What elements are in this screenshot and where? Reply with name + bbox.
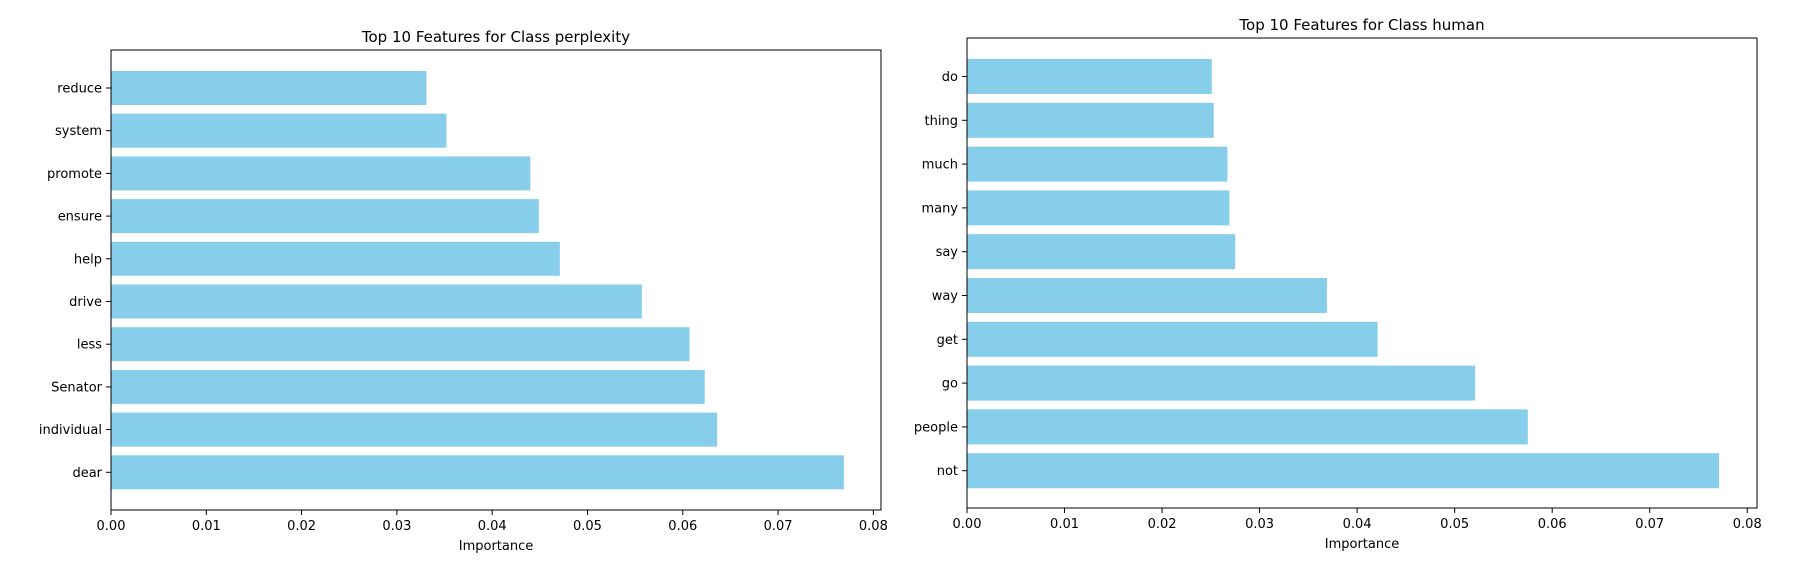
y-tick-label: promote bbox=[47, 167, 102, 182]
x-tick-label: 0.01 bbox=[192, 519, 221, 534]
chart-panel-1: Top 10 Features for Class perplexity redu… bbox=[39, 28, 888, 554]
y-tick-label: do bbox=[942, 70, 958, 85]
bar-less bbox=[111, 327, 690, 362]
y-tick-label: less bbox=[77, 338, 102, 353]
bar-go bbox=[967, 365, 1476, 401]
x-tick-label: 0.02 bbox=[1148, 517, 1177, 532]
bar-not bbox=[967, 453, 1719, 489]
bar-help bbox=[111, 241, 560, 276]
x-axis-label: Importance bbox=[1325, 537, 1400, 552]
y-tick-label: reduce bbox=[57, 82, 102, 97]
bar-people bbox=[967, 409, 1528, 445]
bar-do bbox=[967, 59, 1212, 94]
y-tick-label: help bbox=[74, 252, 102, 267]
bar-Senator bbox=[111, 369, 705, 404]
x-tick-label: 0.03 bbox=[1245, 517, 1274, 532]
y-tick-label: not bbox=[937, 464, 958, 479]
x-tick-label: 0.08 bbox=[1733, 517, 1762, 532]
x-tick-label: 0.05 bbox=[573, 519, 602, 534]
bar-say bbox=[967, 234, 1236, 270]
bar-drive bbox=[111, 284, 642, 319]
y-tick-label: individual bbox=[39, 423, 102, 438]
bar-thing bbox=[967, 102, 1214, 138]
y-tick-label: thing bbox=[925, 114, 958, 129]
x-tick-label: 0.02 bbox=[287, 519, 316, 534]
chart-title: Top 10 Features for Class perplexity bbox=[361, 28, 630, 46]
x-tick-label: 0.07 bbox=[764, 519, 793, 534]
x-tick-label: 0.07 bbox=[1635, 517, 1664, 532]
y-tick-label: system bbox=[55, 124, 102, 139]
y-tick-label: say bbox=[936, 245, 959, 260]
x-axis-label: Importance bbox=[459, 539, 534, 554]
bar-much bbox=[967, 146, 1228, 182]
y-tick-label: many bbox=[921, 201, 958, 216]
y-tick-label: go bbox=[942, 377, 958, 392]
y-tick-label: way bbox=[932, 289, 959, 304]
y-tick-label: Senator bbox=[51, 380, 103, 395]
x-tick-label: 0.04 bbox=[478, 519, 507, 534]
chart-panel-2: Top 10 Features for Class human do thing mu… bbox=[914, 16, 1762, 552]
y-tick-label: drive bbox=[69, 295, 102, 310]
y-tick-label: much bbox=[922, 158, 958, 173]
x-tick-label: 0.08 bbox=[859, 519, 888, 534]
bar-promote bbox=[111, 156, 531, 191]
bar-ensure bbox=[111, 199, 539, 234]
axes-frame bbox=[966, 37, 1758, 509]
chart-title: Top 10 Features for Class human bbox=[1238, 16, 1484, 34]
bar-individual bbox=[111, 412, 718, 447]
x-tick-label: 0.04 bbox=[1343, 517, 1372, 532]
y-tick-label: get bbox=[937, 333, 958, 348]
y-tick-label: dear bbox=[72, 466, 102, 481]
x-tick-label: 0.00 bbox=[97, 519, 126, 534]
bar-get bbox=[967, 321, 1378, 357]
bar-way bbox=[967, 278, 1327, 313]
x-tick-label: 0.06 bbox=[668, 519, 697, 534]
x-tick-label: 0.05 bbox=[1440, 517, 1469, 532]
y-tick-label: ensure bbox=[58, 210, 102, 225]
bar-system bbox=[111, 113, 447, 148]
bar-many bbox=[967, 190, 1230, 226]
axes-frame bbox=[110, 49, 882, 511]
bar-reduce bbox=[111, 71, 427, 105]
y-tick-label: people bbox=[914, 420, 958, 435]
x-tick-label: 0.03 bbox=[382, 519, 411, 534]
bar-dear bbox=[111, 455, 844, 490]
x-tick-label: 0.01 bbox=[1050, 517, 1079, 532]
x-tick-label: 0.06 bbox=[1538, 517, 1567, 532]
x-tick-label: 0.00 bbox=[953, 517, 982, 532]
